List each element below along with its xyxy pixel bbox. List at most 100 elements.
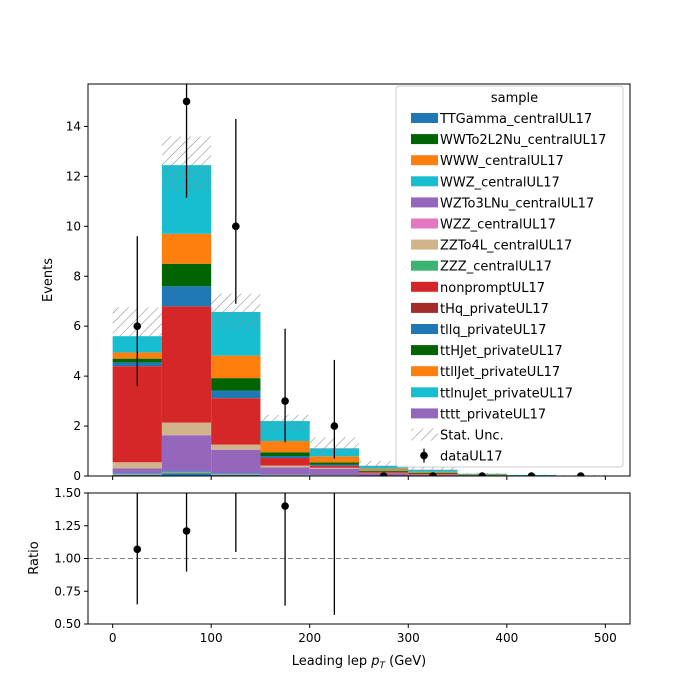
legend-title: sample	[491, 91, 538, 106]
main-y-tick-label: 8	[73, 269, 81, 283]
bar-WZTo3LNu_centralUL17-bin-3	[260, 467, 310, 475]
bar-TTGamma_centralUL17-bin-2	[211, 474, 261, 476]
stat-unc-bin-5	[359, 461, 409, 469]
bar-WWZ_centralUL17-bin-0	[112, 473, 162, 475]
stat-unc-bin-6	[408, 467, 458, 473]
legend-swatch-10	[411, 324, 438, 334]
legend-label-0: TTGamma_centralUL17	[439, 112, 592, 127]
main-y-tick-label: 10	[66, 219, 81, 233]
data-point-6	[429, 472, 437, 476]
main-y-tick-label: 12	[66, 169, 81, 183]
bar-WWZ_centralUL17-bin-1	[161, 471, 212, 473]
main-axes: 0 2 4 6 8 10 12 14	[66, 83, 631, 483]
bar-WWW_centralUL17-bin-1	[161, 472, 212, 474]
legend-label-5: WZZ_centralUL17	[440, 218, 556, 233]
ratio-y-tick-label: 1.00	[54, 552, 81, 566]
legend-swatch-12	[411, 366, 438, 377]
bar-ZZTo4L_centralUL17-bin-0	[112, 462, 162, 469]
main-y-tick-label: 2	[73, 419, 81, 433]
legend-label-10: tllq_privateUL17	[440, 323, 546, 338]
main-y-label: Events	[41, 258, 56, 302]
legend-swatch-13	[411, 387, 438, 398]
bar-nonpromptUL17-bin-2	[211, 398, 261, 445]
bar-ZZTo4L_centralUL17-bin-1	[161, 422, 212, 436]
legend-swatch-9	[411, 302, 438, 313]
legend-frame	[395, 85, 624, 468]
legend-label-11: ttHJet_privateUL17	[440, 344, 563, 359]
bar-WZTo3LNu_centralUL17-bin-4	[309, 468, 359, 476]
legend-swatch-7	[411, 260, 438, 271]
legend-label-13: ttlnuJet_privateUL17	[440, 386, 573, 401]
ratio-points	[133, 493, 336, 615]
data-points	[133, 84, 585, 476]
bar-ttllJet_privateUL17-bin-3	[260, 441, 310, 453]
bar-ttllJet_privateUL17-bin-1	[161, 233, 212, 264]
legend-swatch-4	[411, 197, 438, 208]
bar-ttllJet_privateUL17-bin-4	[309, 456, 359, 463]
ratio-y-label: Ratio	[27, 541, 42, 574]
x-axis-label: Leading lep pT (GeV)	[292, 654, 426, 671]
legend-label-7: ZZZ_centralUL17	[440, 260, 552, 275]
bar-ZZTo4L_centralUL17-bin-2	[211, 444, 261, 450]
legend-swatch-2	[411, 155, 438, 166]
bar-ttllJet_privateUL17-bin-5	[359, 468, 409, 471]
bar-tllq_privateUL17-bin-1	[161, 286, 212, 307]
bar-ZZTo4L_centralUL17-bin-3	[260, 465, 310, 468]
bar-WZTo3LNu_centralUL17-bin-1	[161, 435, 212, 472]
legend: sample TTGamma_centralUL17 WWTo2L2Nu_centr…	[395, 85, 624, 468]
x-tick-label: 500	[594, 631, 617, 645]
data-point-4	[330, 422, 339, 430]
bar-tllq_privateUL17-bin-3	[260, 456, 310, 459]
bar-nonpromptUL17-bin-4	[309, 465, 359, 468]
legend-label-6: ZZTo4L_centralUL17	[440, 239, 572, 254]
ratio-point-3	[281, 502, 289, 510]
ratio-point-0	[133, 545, 142, 554]
bar-ttHJet_privateUL17-bin-2	[211, 378, 261, 391]
bar-TTGamma_centralUL17-bin-0	[112, 474, 162, 476]
legend-label-1: WWTo2L2Nu_centralUL17	[440, 133, 606, 148]
legend-swatch-5	[411, 218, 438, 229]
legend-label-4: WZTo3LNu_centralUL17	[440, 196, 594, 211]
legend-label-2: WWW_centralUL17	[440, 154, 564, 169]
ratio-y-tick-label: 0.75	[54, 584, 81, 598]
data-point-8	[527, 472, 536, 476]
legend-label-9: tHq_privateUL17	[440, 302, 549, 317]
legend-swatch-14	[411, 408, 438, 419]
legend-label-3: WWZ_centralUL17	[440, 175, 560, 190]
ratio-axes: 0.50 0.75 1.00 1.25 1.50 0 100 200 300 400 500	[54, 486, 631, 645]
bar-ttllJet_privateUL17-bin-2	[211, 355, 261, 379]
ratio-y-tick-label: 1.25	[54, 519, 81, 533]
bar-tllq_privateUL17-bin-4	[309, 464, 359, 466]
bar-ZZTo4L_centralUL17-bin-4	[309, 467, 359, 469]
main-y-tick-label: 6	[73, 319, 81, 333]
main-y-tick-label: 14	[66, 119, 81, 133]
bar-nonpromptUL17-bin-1	[161, 306, 212, 423]
bar-WWZ_centralUL17-bin-2	[211, 473, 261, 475]
data-point-2	[232, 222, 240, 231]
legend-swatch-11	[411, 345, 438, 356]
data-point-0	[133, 322, 142, 330]
bar-tllq_privateUL17-bin-2	[211, 390, 261, 399]
legend-swatch-1	[411, 134, 438, 145]
legend-label-12: ttllJet_privateUL17	[440, 365, 560, 380]
x-tick-label: 100	[200, 631, 223, 645]
bar-tllq_privateUL17-bin-5	[359, 471, 409, 473]
x-tick-label: 400	[495, 631, 518, 645]
legend-data-marker	[420, 451, 428, 460]
bar-ttHJet_privateUL17-bin-5	[359, 470, 409, 472]
main-y-tick-label: 0	[73, 469, 81, 483]
bar-TTGamma_centralUL17-bin-1	[161, 473, 212, 476]
bar-ttHJet_privateUL17-bin-4	[309, 462, 359, 465]
bar-WZTo3LNu_centralUL17-bin-0	[112, 468, 162, 474]
x-tick-label: 200	[298, 631, 321, 645]
data-point-3	[281, 397, 289, 405]
bar-nonpromptUL17-bin-3	[260, 458, 310, 466]
ratio-y-tick-label: 1.50	[54, 486, 81, 500]
data-point-1	[182, 97, 191, 106]
ratio-point-1	[182, 527, 191, 535]
legend-label-14: tttt_privateUL17	[440, 407, 546, 422]
data-point-7	[478, 472, 486, 476]
ratio-plot: 0.50 0.75 1.00 1.25 1.50 0 100 200 300 400 500 Rat…	[27, 486, 631, 671]
legend-label-8: nonpromptUL17	[440, 281, 545, 296]
